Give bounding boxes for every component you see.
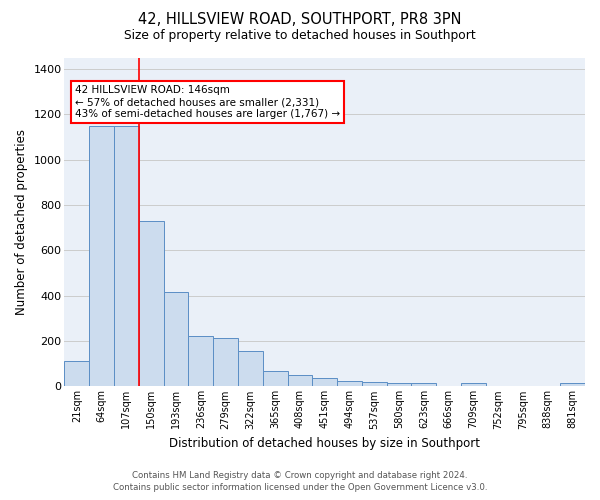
Bar <box>287 375 313 386</box>
Bar <box>188 336 213 386</box>
Bar <box>263 370 287 386</box>
Bar <box>461 384 486 386</box>
Bar <box>89 126 114 386</box>
Bar <box>412 384 436 386</box>
Bar <box>114 126 139 386</box>
Bar <box>213 338 238 386</box>
Text: Contains HM Land Registry data © Crown copyright and database right 2024.
Contai: Contains HM Land Registry data © Crown c… <box>113 471 487 492</box>
Bar <box>560 384 585 386</box>
Text: 42 HILLSVIEW ROAD: 146sqm
← 57% of detached houses are smaller (2,331)
43% of se: 42 HILLSVIEW ROAD: 146sqm ← 57% of detac… <box>75 86 340 118</box>
Bar <box>313 378 337 386</box>
Bar <box>362 382 386 386</box>
Text: 42, HILLSVIEW ROAD, SOUTHPORT, PR8 3PN: 42, HILLSVIEW ROAD, SOUTHPORT, PR8 3PN <box>138 12 462 28</box>
Bar <box>164 292 188 386</box>
Bar <box>139 221 164 386</box>
Bar <box>238 351 263 386</box>
Bar <box>64 362 89 386</box>
Text: Size of property relative to detached houses in Southport: Size of property relative to detached ho… <box>124 29 476 42</box>
Bar <box>337 382 362 386</box>
Y-axis label: Number of detached properties: Number of detached properties <box>15 129 28 315</box>
Bar <box>386 383 412 386</box>
X-axis label: Distribution of detached houses by size in Southport: Distribution of detached houses by size … <box>169 437 480 450</box>
